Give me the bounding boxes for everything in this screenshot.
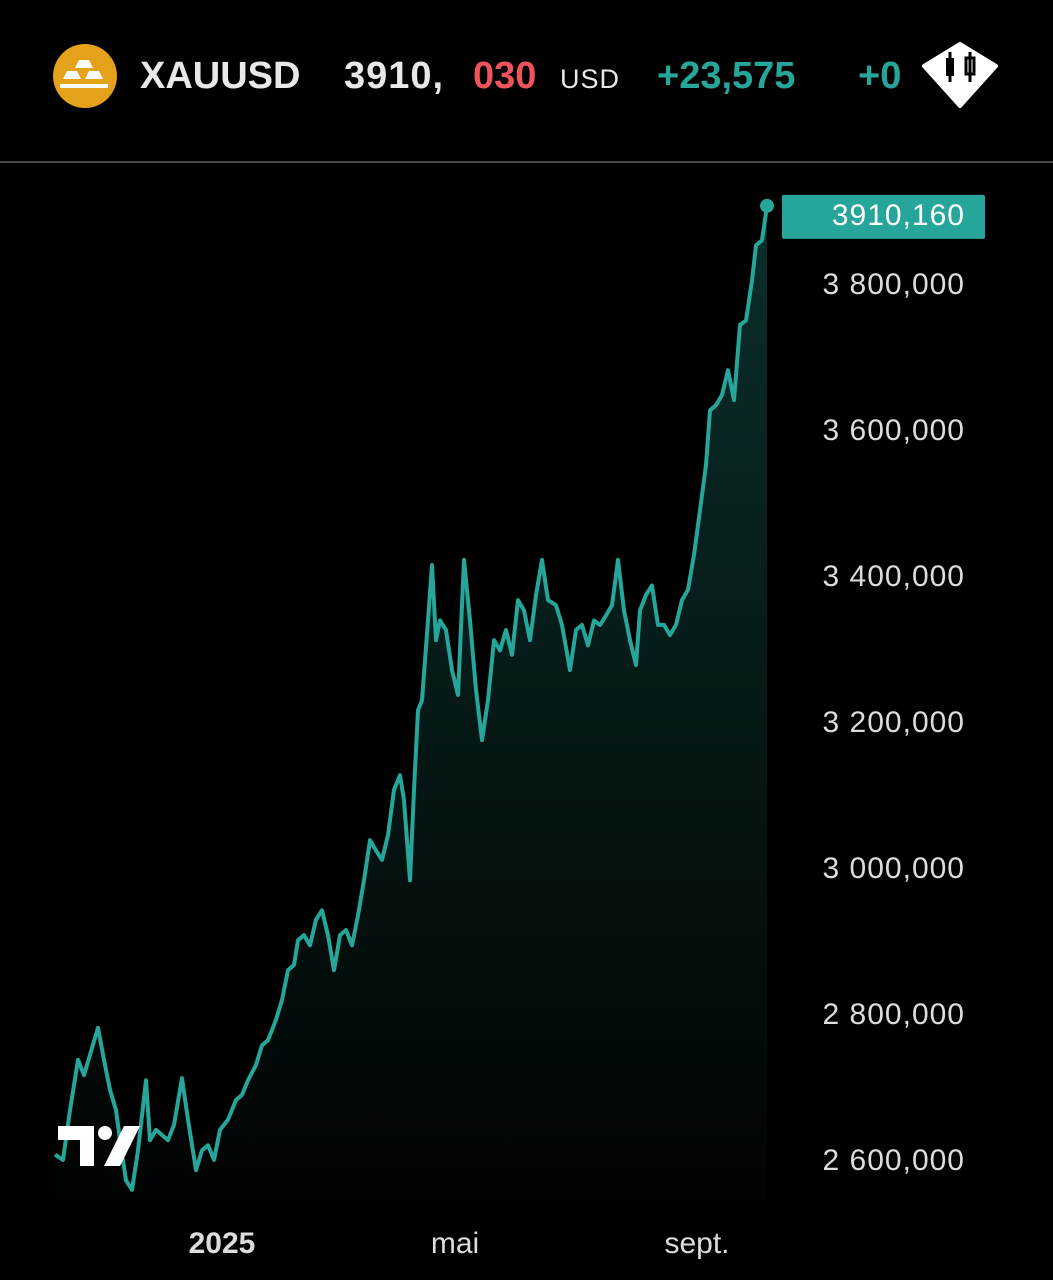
y-tick-label: 3 800,000	[823, 268, 965, 301]
x-tick-label: mai	[431, 1227, 479, 1260]
x-tick-label: sept.	[664, 1227, 729, 1260]
y-tick-label: 3 400,000	[823, 560, 965, 593]
y-tick-label: 2 600,000	[823, 1144, 965, 1177]
currency: USD	[560, 64, 620, 94]
chart-type-button[interactable]	[922, 42, 998, 108]
y-tick-label: 3 600,000	[823, 414, 965, 447]
y-tick-label: 3 000,000	[823, 852, 965, 885]
change-percent: +0	[858, 55, 901, 97]
change: +23,575	[657, 55, 795, 97]
y-tick-label: 2 800,000	[823, 998, 965, 1031]
y-tick-label: 3 200,000	[823, 706, 965, 739]
price-tag-label: 3910,160	[832, 199, 965, 232]
last-point	[760, 198, 774, 213]
x-tick-label: 2025	[189, 1227, 256, 1260]
symbol: XAUUSD	[140, 55, 300, 97]
price-decimals: 030	[473, 55, 536, 97]
price-main: 3910,	[344, 55, 444, 97]
area-fill	[55, 205, 767, 1201]
tradingview-logo	[58, 1126, 140, 1166]
gold-icon	[53, 44, 117, 108]
price-line	[53, 205, 769, 1192]
plot: 2 600,000 2 800,000 3 000,000 3 200,000 3 40…	[53, 194, 985, 1260]
price-tag	[782, 194, 985, 239]
